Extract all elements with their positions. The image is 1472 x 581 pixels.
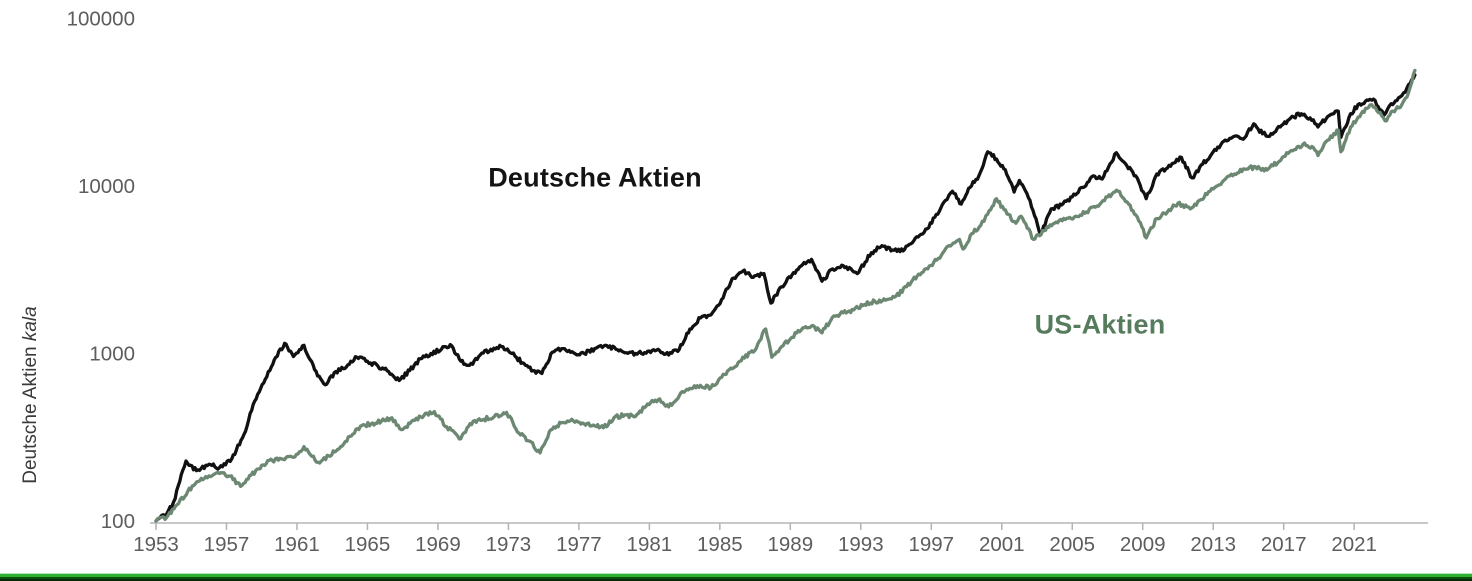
y-tick-label: 10000 bbox=[78, 175, 135, 198]
x-tick-label: 1981 bbox=[627, 533, 673, 556]
deutsche-aktien-line bbox=[154, 73, 1417, 523]
x-tick-label: 1953 bbox=[133, 533, 179, 556]
y-tick-label: 100000 bbox=[67, 8, 135, 31]
us-aktien-line bbox=[154, 68, 1417, 523]
bottom-green-bar bbox=[0, 572, 1472, 581]
series-label-us-aktien: US-Aktien bbox=[1034, 309, 1166, 340]
y-axis-title-italic: kala bbox=[20, 306, 41, 342]
x-tick-label: 2013 bbox=[1190, 533, 1236, 556]
x-tick-label: 2009 bbox=[1120, 533, 1166, 556]
x-tick-label: 1957 bbox=[204, 533, 250, 556]
y-tick-label: 1000 bbox=[89, 343, 135, 366]
y-tick-label: 100 bbox=[101, 510, 135, 533]
x-tick-label: 1977 bbox=[556, 533, 602, 556]
y-axis-title: Deutsche Aktien kala bbox=[20, 306, 42, 483]
x-tick-label: 1993 bbox=[838, 533, 884, 556]
x-tick-label: 2021 bbox=[1331, 533, 1377, 556]
x-tick-label: 1985 bbox=[697, 533, 743, 556]
x-tick-label: 2005 bbox=[1049, 533, 1095, 556]
x-tick-label: 1961 bbox=[274, 533, 320, 556]
x-tick-label: 1969 bbox=[415, 533, 461, 556]
y-axis-title-text: Deutsche Aktien bbox=[20, 341, 41, 484]
x-tick-label: 1997 bbox=[908, 533, 954, 556]
series-label-deutsche-aktien: Deutsche Aktien bbox=[488, 162, 702, 193]
x-tick-label: 1989 bbox=[768, 533, 814, 556]
x-tick-label: 2001 bbox=[979, 533, 1025, 556]
x-tick-label: 1973 bbox=[486, 533, 532, 556]
x-tick-label: 2017 bbox=[1261, 533, 1307, 556]
x-tick-label: 1965 bbox=[345, 533, 391, 556]
